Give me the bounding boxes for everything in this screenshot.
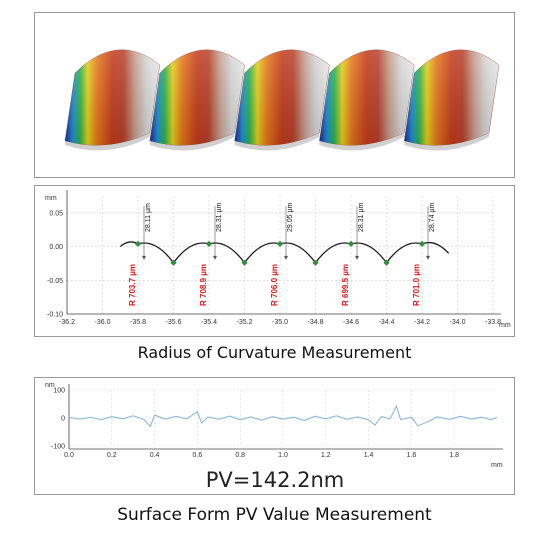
pv-y-tick-label: -100 xyxy=(51,444,65,451)
radius-label: R 703.7 µm xyxy=(128,264,137,306)
curvature-point-marker xyxy=(276,240,284,247)
surface-cylinder-shade xyxy=(65,49,160,146)
pv-x-tick-label: 1.8 xyxy=(449,452,459,459)
curvature-x-tick-label: -35.0 xyxy=(272,319,288,326)
surface-render-panel xyxy=(34,12,515,178)
curvature-x-tick-label: -34.0 xyxy=(450,319,466,326)
sag-label: 28.11 µm xyxy=(145,203,152,232)
pv-x-tick-label: 0.6 xyxy=(193,452,203,459)
curvature-profile xyxy=(119,240,450,266)
sag-label: 29.05 µm xyxy=(287,203,294,232)
surface-cylinder-shade xyxy=(234,49,330,146)
curvature-x-tick-label: -36.0 xyxy=(95,319,111,326)
surface-render xyxy=(64,49,500,151)
sag-label: 28.74 µm xyxy=(429,203,436,232)
pv-x-tick-label: 0.8 xyxy=(235,452,245,459)
pv-readout: PV=142.2nm xyxy=(206,468,345,492)
pv-x-tick-label: 1.0 xyxy=(278,452,288,459)
curvature-annotations: 28.11 µm R 703.7 µm 28.31 µm R 708.9 µm 29.0… xyxy=(128,203,436,306)
pv-trace xyxy=(68,404,498,428)
pv-y-ticks: 100 0 -100 xyxy=(51,388,65,451)
curvature-point-marker xyxy=(134,240,142,247)
pv-chart-panel: nm mm 100 0 -100 0.0 0.2 0.4 0.6 0.8 1.0 1.2 1.4 1… xyxy=(34,377,515,495)
curvature-profile-line xyxy=(119,241,450,264)
pv-x-unit: mm xyxy=(491,462,503,469)
pv-y-tick-label: 0 xyxy=(61,416,65,423)
curvature-x-tick-label: -34.4 xyxy=(379,319,395,326)
pv-y-unit: nm xyxy=(45,382,55,389)
pv-x-tick-label: 1.4 xyxy=(364,452,374,459)
pv-y-tick-label: 100 xyxy=(53,388,65,395)
curvature-axes xyxy=(66,190,501,315)
surface-base-edge xyxy=(234,133,320,151)
surface-cylinder-shade xyxy=(404,49,499,146)
sag-label: 28.31 µm xyxy=(216,203,223,232)
pv-x-tick-label: 1.6 xyxy=(407,452,417,459)
curvature-y-tick-label: 0.00 xyxy=(49,244,63,251)
curvature-x-tick-label: -34.6 xyxy=(343,319,359,326)
pv-x-tick-label: 1.2 xyxy=(321,452,331,459)
curvature-y-ticks: 0.05 0.00 -0.05 -0.10 xyxy=(47,210,63,318)
curvature-chart: mm mm 0.05 0.00 -0.05 -0.10 -36.2 -36.0 -35.8… xyxy=(45,190,511,329)
radius-label: R 708.9 µm xyxy=(199,264,208,306)
pv-axes xyxy=(68,384,503,450)
pv-x-tick-label: 0.2 xyxy=(107,452,117,459)
curvature-x-tick-label: -35.4 xyxy=(201,319,217,326)
pv-x-ticks: 0.0 0.2 0.4 0.6 0.8 1.0 1.2 1.4 1.6 1.8 xyxy=(64,452,459,459)
sag-arrow xyxy=(284,255,288,260)
surface-cylinder-shade xyxy=(319,49,415,146)
curvature-caption: Radius of Curvature Measurement xyxy=(137,343,412,362)
curvature-point-marker xyxy=(205,240,213,247)
curvature-x-tick-label: -35.6 xyxy=(166,319,182,326)
sag-arrow xyxy=(213,255,217,260)
curvature-x-tick-label: -33.8 xyxy=(485,319,501,326)
radius-label: R 699.5 µm xyxy=(341,264,350,306)
pv-chart: nm mm 100 0 -100 0.0 0.2 0.4 0.6 0.8 1.0 1.2 1.4 1… xyxy=(45,382,503,492)
curvature-y-tick-label: -0.10 xyxy=(47,312,63,319)
radius-label: R 706.0 µm xyxy=(270,264,279,306)
pv-caption: Surface Form PV Value Measurement xyxy=(117,505,432,525)
pv-x-tick-label: 0.0 xyxy=(64,452,74,459)
curvature-y-unit: mm xyxy=(45,195,57,202)
surface-cylinder-shade xyxy=(149,49,245,146)
surface-base-edge xyxy=(404,133,489,151)
curvature-x-tick-label: -36.2 xyxy=(59,319,75,326)
surface-base-edge xyxy=(65,133,150,151)
pv-x-tick-label: 0.4 xyxy=(150,452,160,459)
sag-label: 28.31 µm xyxy=(358,203,365,232)
sag-arrow xyxy=(426,255,430,260)
curvature-x-unit: mm xyxy=(499,322,511,329)
pv-trace-line xyxy=(68,404,498,428)
curvature-x-ticks: -36.2 -36.0 -35.8 -35.6 -35.4 -35.2 -35.0 -34.8… xyxy=(59,319,501,326)
curvature-x-tick-label: -35.2 xyxy=(237,319,253,326)
curvature-y-tick-label: 0.05 xyxy=(49,210,63,217)
curvature-x-tick-label: -35.8 xyxy=(130,319,146,326)
sag-arrow xyxy=(355,255,359,260)
pv-grid xyxy=(68,389,497,447)
surface-base-edge xyxy=(319,133,405,151)
radius-label: R 701.0 µm xyxy=(412,264,421,306)
curvature-x-tick-label: -34.2 xyxy=(414,319,430,326)
curvature-point-marker xyxy=(347,240,355,247)
curvature-y-tick-label: -0.05 xyxy=(47,278,63,285)
curvature-chart-panel: mm mm 0.05 0.00 -0.05 -0.10 -36.2 -36.0 -35.8… xyxy=(34,185,515,337)
curvature-x-tick-label: -34.8 xyxy=(308,319,324,326)
sag-arrow xyxy=(142,255,146,260)
curvature-point-marker xyxy=(418,240,426,247)
surface-base-edge xyxy=(149,133,235,151)
